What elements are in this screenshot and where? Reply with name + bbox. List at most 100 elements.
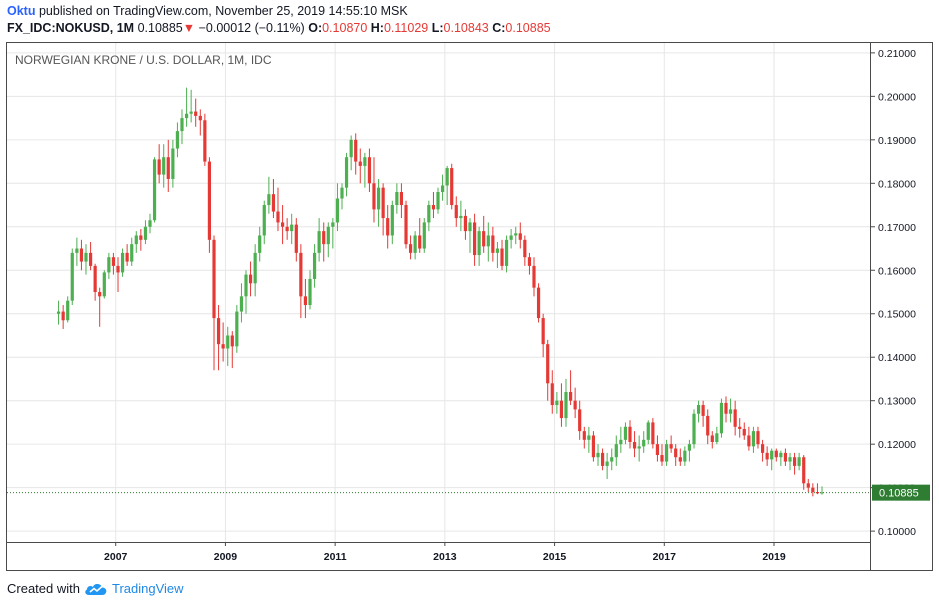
candle [683,446,687,466]
candlestick-chart[interactable]: 0.21000 0.20000 0.19000 0.18000 0.17000 0.160… [6,42,933,571]
candle [811,483,815,497]
candle-body [111,257,116,266]
candle-body [651,422,655,445]
y-tick-label: 0.19000 [878,135,916,147]
y-tick-label: 0.14000 [878,352,916,364]
candle [399,183,404,219]
candle [285,218,289,240]
candle-body [605,461,609,466]
candle [710,431,714,449]
candle [253,244,257,297]
candle-body [527,257,532,266]
candle [440,174,445,201]
candle [88,242,93,271]
candle [198,109,202,136]
candle-body [820,492,824,494]
candle-body [299,252,303,297]
candle-body [212,239,216,319]
candle-body [312,252,317,279]
candle-body [203,120,207,162]
candle-body [664,444,669,462]
candle-body [194,111,198,116]
candle [226,326,230,366]
candle-body [290,224,294,232]
candle [116,257,120,292]
candle-body [797,457,801,466]
candle [523,235,527,266]
candle-body [779,452,783,458]
candle-body [596,452,600,458]
chart-background [6,42,933,571]
candle [632,431,637,458]
candle [482,215,486,253]
candle [84,244,88,275]
candle-body [262,205,266,236]
candles [56,87,824,497]
candle-body [98,292,102,297]
candle-body [427,205,431,223]
candle-body [472,222,477,256]
candle-body [162,157,166,175]
candle [573,387,577,419]
candle-body [445,168,449,186]
candle-body [518,233,522,240]
candle [267,176,271,214]
candle [331,218,335,249]
candle-body [152,159,157,221]
candle [381,183,385,236]
candle [783,448,788,466]
tradingview-brand-link[interactable]: TradingView [111,581,184,596]
candle [687,439,692,462]
candle [591,431,596,462]
high-value: 0.11029 [383,21,429,35]
candle-body [239,296,244,312]
candle-body [216,318,221,345]
candle [427,200,431,232]
chart-container[interactable]: 0.21000 0.20000 0.19000 0.18000 0.17000 0.160… [6,42,933,571]
candle-body [710,435,714,442]
candle [445,165,449,206]
candle-body [189,111,193,114]
candle [751,426,756,453]
candle [820,486,824,495]
candle [386,205,390,249]
candle-body [591,435,596,458]
time-axis[interactable]: 2007 2009 2011 2013 2015 2017 2019 [104,542,786,563]
candle [495,242,500,269]
candle-body [568,392,573,401]
candle-body [422,222,426,249]
candle [637,435,641,462]
y-tick-label: 0.10000 [878,526,916,538]
last-price-tag-box [872,484,930,501]
candle-body [724,402,728,414]
candle-body [303,296,308,306]
candle [70,248,74,306]
candle-body [390,205,394,236]
candle [180,109,184,145]
publisher-link[interactable]: Oktu [7,4,36,18]
candle [93,263,97,301]
candle-body [728,409,733,414]
x-tick-label: 2007 [104,551,128,563]
candle-body [413,235,417,253]
grid-lines [7,43,870,542]
candle-body [783,452,788,462]
candle [532,257,536,297]
candle-body [715,433,719,442]
candle-body [102,272,106,297]
candle-body [244,274,248,297]
candle-body [450,168,454,206]
time-axis-border [6,542,871,571]
candle-body [701,405,705,416]
candle-body [271,194,276,212]
candle-body [555,400,559,406]
y-tick-label: 0.21000 [878,48,916,60]
candle [317,218,321,262]
candle [326,222,330,258]
candle-body [706,415,710,436]
candle [774,448,778,462]
price-axis[interactable]: 0.21000 0.20000 0.19000 0.18000 0.17000 0.160… [871,48,916,538]
candle-body [802,457,806,484]
candle-body [376,187,381,210]
candle [628,420,632,449]
